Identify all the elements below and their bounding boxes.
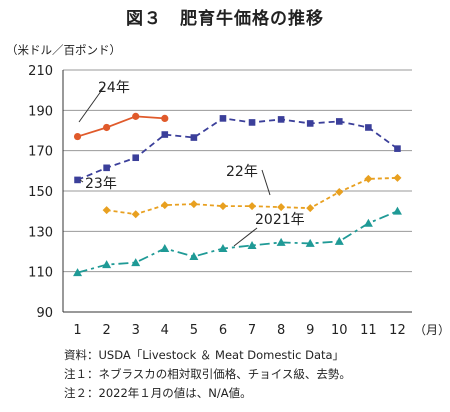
series-label-leader <box>78 86 105 123</box>
data-point <box>103 123 111 132</box>
x-tick-label: 3 <box>132 323 140 338</box>
y-tick-label: 190 <box>28 104 53 119</box>
y-tick-label: 130 <box>28 225 53 240</box>
chart-title: 図３ 肥育牛価格の推移 <box>126 9 324 29</box>
data-point <box>160 201 169 210</box>
data-point <box>161 114 169 122</box>
data-point <box>161 131 169 138</box>
data-point <box>189 252 199 261</box>
data-point <box>247 240 257 249</box>
x-tick-label: 1 <box>73 323 81 338</box>
source-note: 資料：USDA「Livestock ＆ Meat Domestic Data」 <box>64 348 345 362</box>
data-point <box>277 116 285 123</box>
y-tick-label: 110 <box>28 266 53 281</box>
y-tick-label: 90 <box>36 306 53 321</box>
note-2: 注２：2022年１月の値は、N/A値。 <box>64 386 252 400</box>
x-tick-label: 11 <box>360 323 377 338</box>
data-point <box>219 115 227 122</box>
series-label: 22年 <box>226 164 258 180</box>
data-point <box>335 188 344 197</box>
series-line <box>77 115 165 138</box>
x-tick-label: 5 <box>190 323 198 338</box>
y-tick-label: 170 <box>28 145 53 160</box>
data-point <box>306 120 314 127</box>
data-point <box>365 124 372 131</box>
x-axis-title: （月） <box>414 323 450 337</box>
x-tick-label: 7 <box>248 323 256 338</box>
x-tick-label: 12 <box>389 323 406 338</box>
data-point <box>248 119 256 126</box>
x-tick-label: 2 <box>102 323 110 338</box>
data-point <box>190 134 198 141</box>
data-point <box>363 218 373 227</box>
data-point <box>132 112 140 120</box>
data-point <box>334 236 344 245</box>
data-point <box>306 204 315 213</box>
y-axis-title: （米ドル／百ポンド） <box>6 43 121 57</box>
data-point <box>74 176 81 184</box>
data-point <box>248 202 257 211</box>
x-tick-label: 4 <box>161 323 169 338</box>
series-label-leader <box>261 169 271 196</box>
data-point <box>276 237 286 246</box>
data-point <box>102 206 111 215</box>
data-point <box>103 164 110 172</box>
x-tick-label: 6 <box>219 323 227 338</box>
data-point <box>73 132 82 141</box>
series-line <box>77 117 398 181</box>
data-point <box>305 238 315 247</box>
y-tick-label: 210 <box>28 64 53 79</box>
data-point <box>394 145 401 152</box>
series-label: 24年 <box>98 80 130 96</box>
series-label: 2021年 <box>255 212 305 228</box>
data-point <box>102 260 112 269</box>
x-tick-label: 9 <box>306 323 314 338</box>
series-label: 23年 <box>85 176 117 192</box>
data-point <box>131 258 141 267</box>
data-point <box>335 118 343 125</box>
data-point <box>392 206 402 215</box>
data-point <box>73 268 83 277</box>
chart-notes: 資料：USDA「Livestock ＆ Meat Domestic Data」 … <box>64 346 351 403</box>
data-point <box>364 174 373 183</box>
series-line <box>77 210 398 274</box>
data-point <box>189 200 198 209</box>
data-point <box>218 243 228 252</box>
note-1: 注１：ネブラスカの相対取引価格、チョイス級、去勢。 <box>64 367 351 381</box>
x-tick-label: 8 <box>277 323 285 338</box>
y-tick-label: 150 <box>28 185 53 200</box>
data-point <box>218 202 227 211</box>
data-point <box>132 154 140 162</box>
data-point <box>393 173 402 182</box>
data-point <box>160 243 170 252</box>
series-label-leader <box>233 227 258 247</box>
data-point <box>131 210 140 219</box>
x-tick-label: 10 <box>331 323 348 338</box>
series-label-leader <box>79 179 84 183</box>
data-point <box>277 203 286 212</box>
